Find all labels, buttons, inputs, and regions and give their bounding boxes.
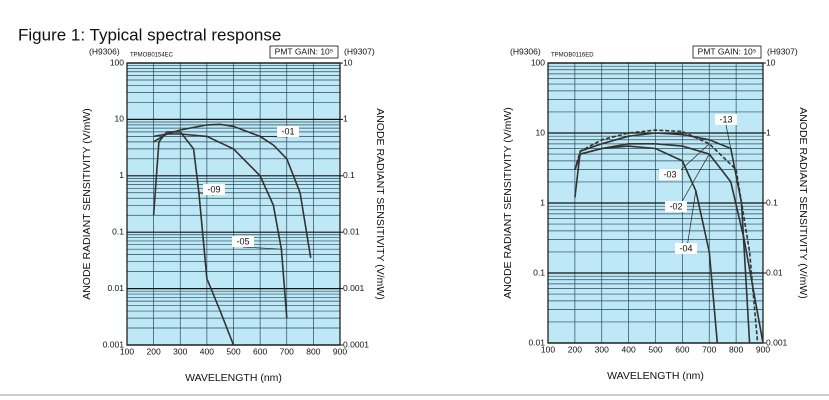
x-axis-label: WAVELENGTH (nm) — [185, 372, 282, 384]
series-line — [574, 129, 759, 344]
x-tick-label: 100 — [120, 346, 134, 356]
y2-tick-label: 10 — [766, 57, 776, 67]
code-label: TPMOB0116ED — [551, 53, 594, 59]
x-tick-label: 400 — [622, 344, 636, 354]
y2-tick-label: 0.01 — [343, 226, 360, 236]
y2-tick-label: 0.001 — [343, 283, 365, 293]
series-label: -02 — [669, 201, 682, 211]
y2-tick-label: 0.1 — [766, 197, 778, 207]
x-tick-label: 300 — [173, 346, 187, 356]
y2-tick-label: 0.1 — [343, 170, 355, 180]
gain-box — [269, 45, 339, 59]
figure-title: Figure 1: Typical spectral response — [18, 25, 281, 44]
y-tick-label: 10 — [536, 127, 546, 137]
y-axis-label: ANODE RADIANT SENSITIVITY (V/mW) — [81, 108, 93, 300]
x-tick-label: 300 — [595, 344, 609, 354]
y-tick-label: 0.1 — [112, 226, 124, 236]
x-axis-label: WAVELENGTH (nm) — [607, 370, 704, 382]
series-label: -13 — [719, 114, 732, 124]
x-tick-label: 600 — [253, 346, 267, 356]
x-tick-label: 500 — [648, 344, 662, 354]
series-label-box — [665, 201, 687, 212]
y2-axis-label: ANODE RADIANT SENSITIVITY (V/mW) — [374, 108, 386, 300]
series-line — [574, 132, 751, 344]
x-tick-label: 700 — [702, 344, 716, 354]
y-tick-label: 1 — [119, 170, 124, 180]
series-line — [153, 133, 288, 319]
plot-frame — [547, 62, 764, 344]
leader-line — [725, 124, 732, 149]
y2-tick-label: 0.0001 — [343, 339, 369, 349]
series-label-box — [203, 184, 225, 195]
top-right-label: (H9307) — [344, 46, 375, 56]
x-tick-label: 100 — [541, 344, 555, 354]
top-right-label: (H9307) — [767, 46, 798, 56]
y2-tick-label: 1 — [766, 127, 771, 137]
y2-tick-label: 10 — [343, 57, 353, 67]
y2-tick-label: 1 — [343, 114, 348, 124]
y2-tick-label: 0.01 — [766, 267, 783, 277]
series-label: -03 — [663, 169, 676, 179]
x-tick-label: 900 — [756, 344, 770, 354]
gain-label: PMT GAIN: 10⁵ — [275, 46, 334, 56]
series-line — [152, 131, 235, 346]
x-tick-label: 400 — [200, 346, 214, 356]
y-tick-label: 100 — [110, 57, 124, 67]
x-tick-label: 200 — [568, 344, 582, 354]
top-left-label: (H9306) — [510, 46, 541, 56]
y-tick-label: 100 — [531, 57, 545, 67]
x-tick-label: 800 — [729, 344, 743, 354]
x-tick-label: 700 — [280, 346, 294, 356]
x-tick-label: 600 — [675, 344, 689, 354]
y-tick-label: 0.001 — [103, 339, 125, 349]
y2-axis-label: ANODE RADIANT SENSITIVITY (V/mW) — [797, 107, 809, 299]
x-tick-label: 900 — [333, 346, 347, 356]
y-tick-label: 1 — [540, 197, 545, 207]
x-tick-label: 800 — [306, 346, 320, 356]
y-tick-label: 10 — [115, 114, 125, 124]
series-label-box — [277, 126, 299, 137]
y-tick-label: 0.01 — [107, 283, 124, 293]
leader-line — [242, 246, 282, 250]
series-label-box — [675, 243, 697, 254]
series-line — [574, 145, 719, 344]
code-label: TPMOB0154EC — [130, 53, 174, 59]
series-label: -09 — [207, 184, 220, 194]
y-tick-label: 0.1 — [533, 267, 545, 277]
series-label: -05 — [236, 236, 249, 246]
gain-box — [692, 45, 762, 59]
y-tick-label: 0.01 — [528, 337, 545, 347]
y-axis-label: ANODE RADIANT SENSITIVITY (V/mW) — [502, 107, 514, 299]
x-tick-label: 500 — [226, 346, 240, 356]
series-label-box — [659, 169, 681, 180]
series-label: -04 — [679, 243, 692, 253]
y2-tick-label: 0.001 — [766, 337, 788, 347]
series-label-box — [715, 114, 737, 125]
gain-label: PMT GAIN: 10⁵ — [698, 46, 757, 56]
top-left-label: (H9306) — [89, 46, 120, 56]
series-label: -01 — [281, 126, 294, 136]
series-label-box — [232, 236, 254, 247]
x-tick-label: 200 — [147, 346, 161, 356]
